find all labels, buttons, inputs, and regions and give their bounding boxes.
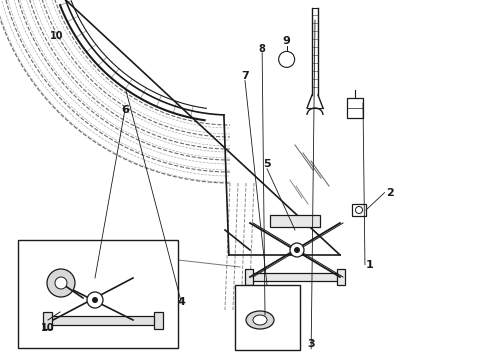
Bar [347,98,363,118]
Bar [48,316,158,325]
Circle shape [290,243,304,257]
Text: 4: 4 [177,297,185,307]
Bar [235,285,300,350]
Bar [245,269,253,285]
Circle shape [47,269,75,297]
Ellipse shape [246,311,274,329]
Bar [352,204,366,216]
Text: 5: 5 [263,159,271,169]
Text: 8: 8 [259,44,266,54]
Text: 10: 10 [49,31,63,41]
Text: 7: 7 [241,71,249,81]
Bar [43,312,52,329]
Text: 3: 3 [307,339,315,349]
Circle shape [87,292,103,308]
Text: 1: 1 [366,260,374,270]
Circle shape [55,277,67,289]
Text: 2: 2 [386,188,393,198]
Text: 10: 10 [41,323,55,333]
Circle shape [294,247,300,253]
Ellipse shape [253,315,267,325]
Bar [18,240,178,348]
Bar [154,312,163,329]
Bar [270,215,320,227]
Bar [337,269,345,285]
Circle shape [92,297,98,303]
Text: 9: 9 [283,36,291,46]
Bar [250,273,340,281]
Text: 6: 6 [121,105,129,115]
